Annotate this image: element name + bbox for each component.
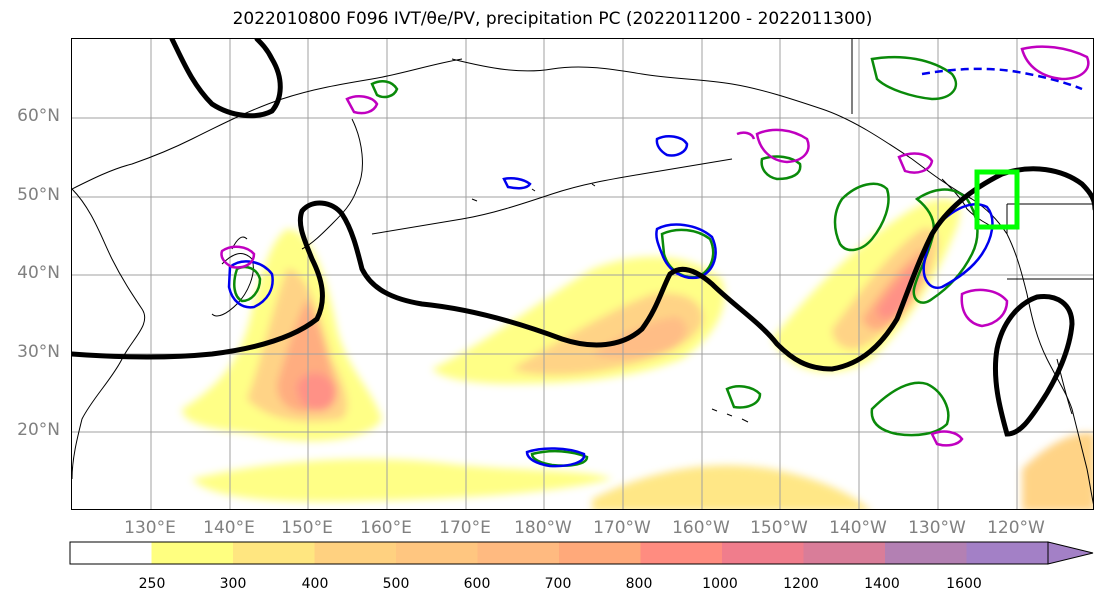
ivt-band-south [192,459,612,502]
lat-label-40N: 40°N [17,263,60,283]
colorbar-cell [966,542,1049,564]
ivt-band-south-east [592,465,870,509]
colorbar-cell [70,542,152,564]
colorbar-tick-300: 300 [219,576,247,592]
colorbar-cell [233,542,315,564]
kamchatka [301,118,363,250]
hawaii [711,408,749,423]
magenta-contours [220,45,1090,447]
ivt-band-southeast-corner [1022,432,1093,509]
ivt-plume-west-core3 [297,372,337,411]
colorbar-cell [885,542,967,564]
lon-label-150W: 150°W [750,518,808,538]
pv-contours-green [233,55,979,467]
lat-label-50N: 50°N [17,185,60,205]
colorbar-cell [559,542,641,564]
green-contour-small2 [725,385,762,409]
ivt-plume-east-core3 [877,264,918,319]
green-contour-gulf [760,155,802,181]
blue-contour-n-small [502,176,532,190]
lat-label-30N: 30°N [17,342,60,362]
colorbar-tick-800: 800 [625,576,653,592]
theta-e-contours [72,39,1093,437]
colorbar-tick-1600: 1600 [946,576,982,592]
colorbar-tick-1200: 1200 [783,576,819,592]
magenta-contour-bering [897,152,934,174]
theta-e-north-loop [169,39,283,119]
colorbar-tick-400: 400 [301,576,329,592]
ivt-plume-central-core1 [512,293,703,375]
colorbar-tick-500: 500 [382,576,410,592]
colorbar-tick-1400: 1400 [864,576,900,592]
target-region-box [974,169,1020,230]
colorbar [69,541,1094,565]
map-panel [71,38,1094,510]
alaska-panhandle [941,178,998,230]
magenta-contour-japan [220,245,256,269]
baja [1056,358,1073,415]
green-contour-mid-east [833,182,890,252]
magenta-contour-bering2 [736,131,756,140]
lon-label-140W: 140°W [829,518,887,538]
map-title: 2022010800 F096 IVT/θe/PV, precipitation… [232,9,873,29]
colorbar-tick-600: 600 [463,576,491,592]
colorbar-cell [477,542,560,564]
lon-label-160E: 160°E [360,518,412,538]
borders-na [851,39,1093,280]
lon-label-150E: 150°E [281,518,333,538]
green-contour-alaska1 [870,55,958,101]
colorbar-extend-arrow [1047,541,1094,565]
magenta-contour-west-na [960,288,1009,328]
lon-label-170E: 170°E [439,518,491,538]
lat-label-20N: 20°N [17,420,60,440]
ivt-plume-central-core2 [592,317,687,359]
lon-label-160W: 160°W [672,518,730,538]
lon-label-180W: 180°W [514,518,572,538]
green-contour-small1 [370,80,399,99]
colorbar-cell [640,542,723,564]
lon-label-140E: 140°E [203,518,255,538]
lon-label-120W: 120°W [987,518,1045,538]
aleutians [371,158,733,235]
magenta-contour-ne [1020,45,1090,81]
colorbar-cells [70,541,1094,565]
lon-label-130W: 130°W [908,518,966,538]
green-contour-southeast [870,381,950,437]
colorbar-cell [314,542,397,564]
map-canvas [72,39,1093,509]
magenta-contour-kamchatka [345,95,379,115]
alaska-coast [451,58,1008,235]
lat-label-60N: 60°N [17,106,60,126]
lon-label-170W: 170°W [593,518,651,538]
colorbar-tick-1000: 1000 [702,576,738,592]
north-america-west [1006,233,1093,505]
green-contour-tropics [530,449,589,467]
theta-e-southeast-loop [992,293,1075,437]
blue-contour-gulf [655,135,689,157]
ivt-shading [182,199,1093,509]
theta-e-main [72,166,1093,372]
colorbar-cell [396,542,478,564]
magenta-contour-gulf [755,128,810,164]
green-contour-japan [233,265,262,303]
colorbar-tick-700: 700 [544,576,572,592]
magenta-contour-se [930,430,964,447]
colorbar-cell [803,542,886,564]
colorbar-cell [722,542,804,564]
colorbar-cell [151,542,234,564]
colorbar-tick-250: 250 [138,576,166,592]
blue-contour-tropics [525,447,586,468]
lon-label-130E: 130°E [124,518,176,538]
